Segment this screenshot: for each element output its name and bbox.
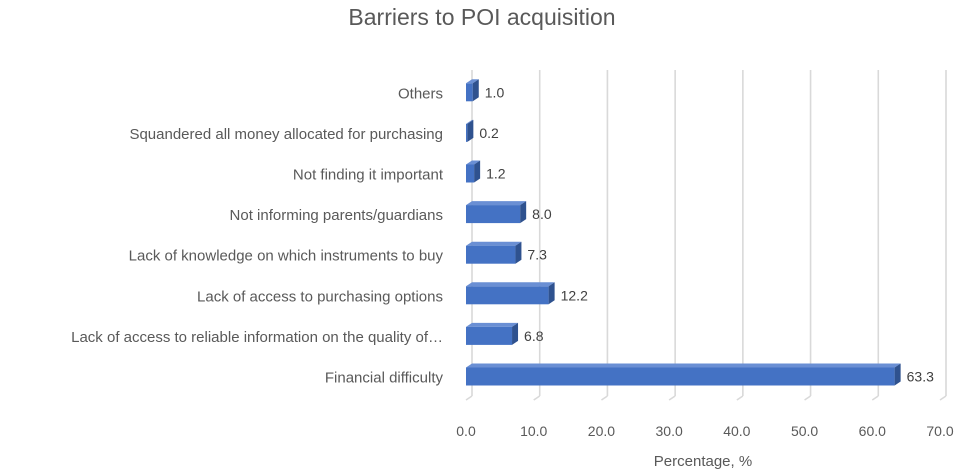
bar-top	[466, 241, 522, 246]
bar-side	[520, 201, 527, 224]
bar-side	[894, 363, 901, 386]
category-label: Lack of knowledge on which instruments t…	[129, 248, 444, 265]
x-tick-label: 50.0	[791, 423, 818, 439]
bar-side	[472, 79, 479, 102]
bar-side	[548, 282, 555, 305]
bar-top	[466, 363, 901, 368]
x-tick-label: 0.0	[456, 423, 476, 439]
bar	[466, 367, 895, 386]
gridline-floor	[939, 395, 947, 401]
category-label: Not finding it important	[293, 167, 444, 184]
bar	[466, 326, 513, 345]
category-label: Others	[398, 85, 443, 102]
chart-title: Barriers to POI acquisition	[348, 4, 616, 30]
gridline-floor	[804, 395, 812, 401]
bar-side	[474, 160, 481, 183]
bar-top	[466, 201, 527, 206]
gridline-floor	[736, 395, 744, 401]
data-label: 0.2	[479, 125, 499, 141]
category-label: Lack of access to purchasing options	[197, 288, 443, 305]
data-label: 1.2	[486, 166, 506, 182]
bar	[466, 245, 516, 264]
category-label: Lack of access to reliable information o…	[71, 329, 443, 346]
x-tick-label: 60.0	[859, 423, 886, 439]
data-label: 6.8	[524, 328, 544, 344]
bar-top	[466, 79, 479, 84]
bar	[466, 205, 521, 224]
x-tick-label: 10.0	[520, 423, 547, 439]
bar-top	[466, 119, 474, 124]
bar	[466, 83, 473, 102]
data-label: 63.3	[907, 369, 934, 385]
x-tick-label: 20.0	[588, 423, 615, 439]
bar-side	[515, 241, 522, 264]
gridline-floor	[600, 395, 608, 401]
bar-side	[512, 322, 519, 345]
gridline-floor	[871, 395, 879, 401]
data-label: 8.0	[532, 206, 552, 222]
data-label: 1.0	[485, 84, 505, 100]
bar-top	[466, 160, 481, 165]
gridline-floor	[533, 395, 541, 401]
bar-top	[466, 322, 519, 327]
bar	[466, 164, 475, 183]
x-axis-title: Percentage, %	[654, 453, 752, 470]
x-tick-label: 70.0	[926, 423, 953, 439]
bar-side	[467, 119, 474, 142]
category-label: Not informing parents/guardians	[230, 207, 443, 224]
x-tick-label: 40.0	[723, 423, 750, 439]
gridline-floor	[668, 395, 676, 401]
category-label: Financial difficulty	[325, 370, 444, 387]
data-label: 7.3	[527, 247, 547, 263]
gridline-floor	[465, 395, 473, 401]
bar	[466, 123, 468, 142]
bar-top	[466, 282, 555, 287]
data-label: 12.2	[561, 287, 588, 303]
category-label: Squandered all money allocated for purch…	[129, 126, 443, 143]
bar	[466, 286, 549, 305]
x-tick-label: 30.0	[656, 423, 683, 439]
